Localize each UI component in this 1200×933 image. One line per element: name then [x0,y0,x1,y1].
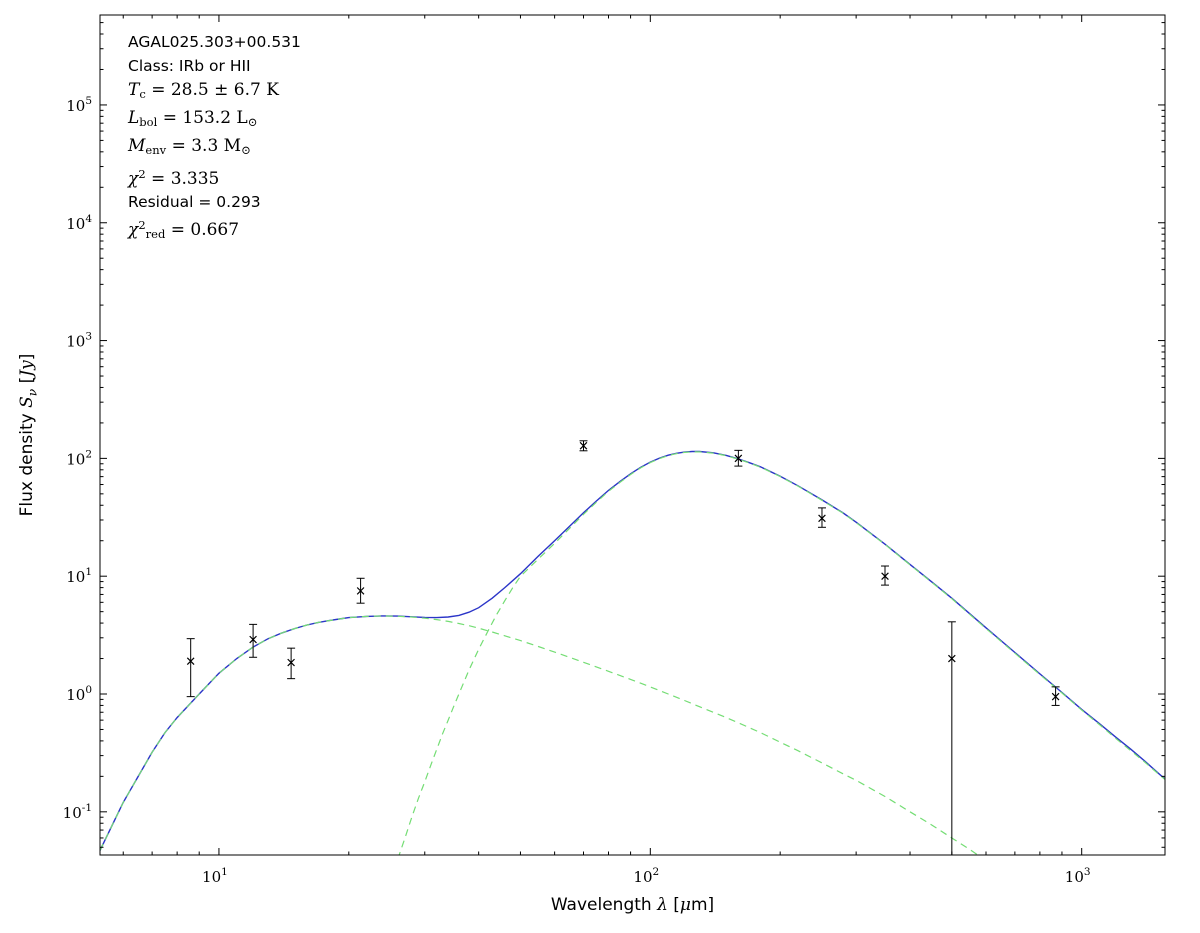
annotation-line: Menv = 3.3 M⊙ [128,134,301,162]
annotation-line: Class: IRb or HII [128,54,301,78]
annotation-line: AGAL025.303+00.531 [128,30,301,54]
data-point [356,577,365,604]
annotation-text: = 3.3 [166,136,224,157]
annotation-text: = 0.667 [165,220,240,241]
data-point [186,638,195,698]
annotation-text: AGAL025.303+00.531 [128,33,301,51]
annotation-line: Tc = 28.5 ± 6.7 K [128,78,301,106]
annotation-text: ⊙ [247,115,258,130]
annotation-text: M [128,136,146,157]
axis-ticks [100,15,1165,855]
data-point [249,623,258,658]
annotation-text: χ [128,168,139,189]
x-tick-label: 102 [633,866,659,886]
annotation-text: 2 [138,166,146,181]
annotation-text: Class: IRb or HII [128,57,251,75]
data-point [947,621,956,855]
annotation-text: Residual = 0.293 [128,193,261,212]
y-tick-label: 102 [66,448,92,468]
annotation-line: Residual = 0.293 [128,190,301,214]
curve-cold-component [398,451,1165,855]
annotation-text: T [128,80,140,100]
fit-parameters-annotation: AGAL025.303+00.531 Class: IRb or HII Tc = … [128,30,301,246]
annotation-text: = 3.335 [145,168,220,189]
plot-area [100,15,1165,855]
annotation-text: env [145,143,167,158]
data-point [287,647,296,680]
y-tick-label: 103 [66,331,92,351]
annotation-text: ⊙ [241,143,251,158]
x-tick-label: 103 [1065,866,1091,886]
plot-frame [99,14,1166,856]
annotation-line: χ2red = 0.667 [128,214,301,246]
y-axis-label: Flux density Sν [Jy] [17,354,39,517]
y-tick-label: 10-1 [63,802,92,822]
annotation-text: = 153.2 [157,108,237,129]
x-axis-label: Wavelength λ [μm] [551,895,714,915]
y-tick-label: 104 [66,213,92,233]
data-point [1051,686,1060,706]
data-point [881,565,890,586]
annotation-line: Lbol = 153.2 L⊙ [128,106,301,134]
annotation-text: χ [128,220,139,241]
y-tick-label: 100 [66,684,92,704]
data-point [817,507,826,528]
annotation-text: bol [139,115,158,130]
annotation-text: 2 [138,218,146,233]
data-point [734,449,743,467]
annotation-line: χ2 = 3.335 [128,163,301,191]
annotation-text: c [139,87,146,102]
y-tick-label: 105 [66,95,92,115]
annotation-text: M [223,136,242,157]
annotation-text: = 28.5 ± 6.7 K [145,80,279,100]
annotation-text: L [128,108,140,129]
annotation-text: L [236,108,248,129]
x-tick-label: 101 [202,866,228,886]
data-point [579,440,588,452]
annotation-text: red [145,227,166,242]
y-tick-label: 101 [66,566,92,586]
